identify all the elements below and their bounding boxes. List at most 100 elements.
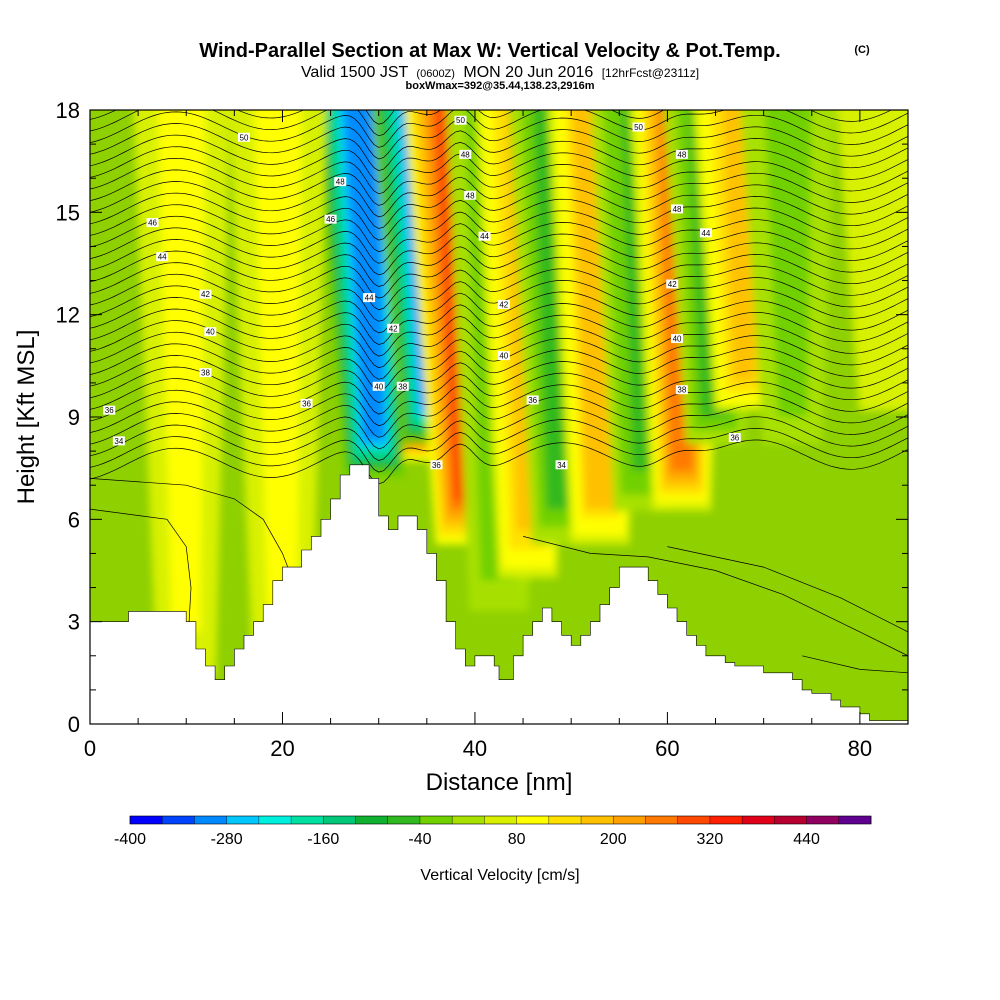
theta-contour xyxy=(90,207,908,253)
subtitle-date: MON 20 Jun 2016 xyxy=(463,64,593,81)
theta-label: 34 xyxy=(555,460,568,470)
x-tick-label: 60 xyxy=(655,736,679,761)
colorbar-tick-label: 80 xyxy=(508,831,526,848)
theta-contour xyxy=(90,219,908,264)
svg-text:42: 42 xyxy=(389,324,398,333)
theta-contour xyxy=(90,335,908,380)
x-tick-label: 80 xyxy=(848,736,872,761)
subtitle-utc: (0600Z) xyxy=(416,68,455,80)
y-tick-label: 12 xyxy=(56,303,80,328)
theta-label: 38 xyxy=(675,385,688,395)
chart-title: Wind-Parallel Section at Max W: Vertical… xyxy=(199,40,780,62)
y-tick-label: 6 xyxy=(68,507,80,532)
colorbar-swatch xyxy=(581,816,614,824)
theta-label: 48 xyxy=(671,204,684,214)
subtitle-forecast: [12hrFcst@2311z] xyxy=(602,66,699,80)
colorbar-swatch xyxy=(516,816,550,824)
colorbar-swatch xyxy=(226,816,260,824)
theta-contour xyxy=(90,323,908,369)
theta-label: 42 xyxy=(199,289,212,299)
theta-contour xyxy=(523,536,908,657)
theta-label: 40 xyxy=(671,334,684,344)
colorbar-swatch xyxy=(291,816,324,824)
contour-labels: 50 46 44 42 40 38 36 34 48 46 36 44 42 40 38 36 50 48 48 44… xyxy=(103,115,741,470)
svg-text:48: 48 xyxy=(673,205,682,214)
svg-text:50: 50 xyxy=(634,123,643,132)
x-axis: 0 20 40 60 80 xyxy=(84,110,909,761)
theta-contour xyxy=(667,546,908,633)
theta-contour xyxy=(90,508,192,622)
colorbar-swatch xyxy=(419,816,453,824)
svg-text:44: 44 xyxy=(158,253,167,262)
theta-label: 48 xyxy=(334,177,347,187)
y-tick-label: 9 xyxy=(68,405,80,430)
colorbar-swatch xyxy=(323,816,356,824)
svg-text:48: 48 xyxy=(677,150,686,159)
chart-subtitle-2: boxWmax=392@35.44,138.23,2916m xyxy=(406,80,595,92)
theta-label: 46 xyxy=(324,214,337,224)
colorbar-swatch xyxy=(355,816,389,824)
terrain xyxy=(90,464,908,724)
colorbar-swatch xyxy=(484,816,517,824)
w-band-level xyxy=(344,110,385,441)
theta-label: 42 xyxy=(666,279,679,289)
theta-contour xyxy=(90,161,908,206)
y-tick-label: 15 xyxy=(56,200,80,225)
theta-label: 44 xyxy=(363,293,376,303)
colorbar-swatch xyxy=(194,816,227,824)
theta-label: 40 xyxy=(497,351,510,361)
theta-contour xyxy=(90,138,908,183)
chart-subtitle: Valid 1500 JST (0600Z) MON 20 Jun 2016 [… xyxy=(301,64,699,81)
colorbar-swatch xyxy=(613,816,646,824)
theta-label: 42 xyxy=(387,323,400,333)
colorbar-swatch xyxy=(774,816,807,824)
svg-text:50: 50 xyxy=(240,133,249,142)
svg-text:40: 40 xyxy=(673,335,682,344)
svg-text:40: 40 xyxy=(374,382,383,391)
colorbar-swatch xyxy=(806,816,840,824)
theta-contour xyxy=(90,230,908,276)
theta-label: 48 xyxy=(459,149,472,159)
svg-text:40: 40 xyxy=(499,352,508,361)
svg-text:34: 34 xyxy=(114,437,123,446)
y-axis-title: Height [Kft MSL] xyxy=(13,330,40,505)
theta-contour xyxy=(90,114,908,160)
theta-label: 36 xyxy=(430,460,443,470)
colorbar-swatch xyxy=(387,816,421,824)
theta-contour xyxy=(90,393,908,438)
theta-label: 36 xyxy=(526,395,539,405)
theta-label: 50 xyxy=(454,115,467,125)
theta-label: 50 xyxy=(237,132,250,142)
theta-contour xyxy=(90,110,908,148)
colorbar-swatch xyxy=(709,816,743,824)
svg-text:44: 44 xyxy=(701,229,710,238)
theta-label: 48 xyxy=(464,190,477,200)
theta-contour xyxy=(90,196,908,241)
theta-contour xyxy=(90,370,908,415)
theta-contour xyxy=(90,242,908,287)
colorbar-swatch xyxy=(742,816,775,824)
theta-label: 36 xyxy=(300,398,313,408)
svg-text:36: 36 xyxy=(432,461,441,470)
colorbar-swatch xyxy=(162,816,195,824)
colorbar-swatch xyxy=(645,816,678,824)
colorbar-tick-label: -280 xyxy=(211,831,243,848)
svg-text:46: 46 xyxy=(326,215,335,224)
theta-label: 42 xyxy=(497,299,510,309)
svg-text:48: 48 xyxy=(336,178,345,187)
title-mark: (C) xyxy=(854,44,870,56)
theta-contour xyxy=(90,381,908,427)
svg-text:36: 36 xyxy=(730,433,739,442)
theta-label: 40 xyxy=(204,327,217,337)
svg-text:42: 42 xyxy=(668,280,677,289)
svg-text:36: 36 xyxy=(528,396,537,405)
theta-label: 38 xyxy=(199,368,212,378)
colorbar-title: Vertical Velocity [cm/s] xyxy=(420,867,579,884)
theta-label: 44 xyxy=(156,252,169,262)
theta-contour xyxy=(90,126,908,171)
y-tick-label: 0 xyxy=(68,712,80,737)
svg-text:38: 38 xyxy=(398,382,407,391)
colorbar-tick-label: -40 xyxy=(408,831,431,848)
